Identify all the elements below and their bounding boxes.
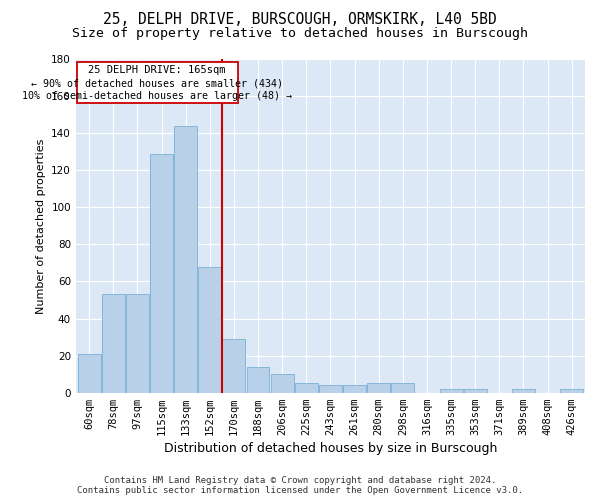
Bar bbox=[126, 294, 149, 392]
Bar bbox=[343, 386, 366, 392]
Bar bbox=[150, 154, 173, 392]
Bar bbox=[512, 389, 535, 392]
Bar bbox=[223, 339, 245, 392]
Bar bbox=[319, 386, 342, 392]
Bar bbox=[247, 366, 269, 392]
X-axis label: Distribution of detached houses by size in Burscough: Distribution of detached houses by size … bbox=[164, 442, 497, 455]
Bar bbox=[77, 354, 101, 393]
Bar bbox=[440, 389, 463, 392]
Bar bbox=[271, 374, 293, 392]
Bar bbox=[464, 389, 487, 392]
Bar bbox=[174, 126, 197, 392]
Bar bbox=[295, 384, 318, 392]
Text: ← 90% of detached houses are smaller (434): ← 90% of detached houses are smaller (43… bbox=[31, 78, 283, 88]
Text: Contains HM Land Registry data © Crown copyright and database right 2024.
Contai: Contains HM Land Registry data © Crown c… bbox=[77, 476, 523, 495]
Text: Size of property relative to detached houses in Burscough: Size of property relative to detached ho… bbox=[72, 28, 528, 40]
Text: 25 DELPH DRIVE: 165sqm: 25 DELPH DRIVE: 165sqm bbox=[88, 66, 226, 76]
Bar bbox=[102, 294, 125, 392]
FancyBboxPatch shape bbox=[77, 62, 238, 104]
Bar bbox=[560, 389, 583, 392]
Bar bbox=[367, 384, 390, 392]
Bar bbox=[199, 266, 221, 392]
Text: 10% of semi-detached houses are larger (48) →: 10% of semi-detached houses are larger (… bbox=[22, 90, 292, 101]
Text: 25, DELPH DRIVE, BURSCOUGH, ORMSKIRK, L40 5BD: 25, DELPH DRIVE, BURSCOUGH, ORMSKIRK, L4… bbox=[103, 12, 497, 28]
Bar bbox=[391, 384, 414, 392]
Y-axis label: Number of detached properties: Number of detached properties bbox=[35, 138, 46, 314]
